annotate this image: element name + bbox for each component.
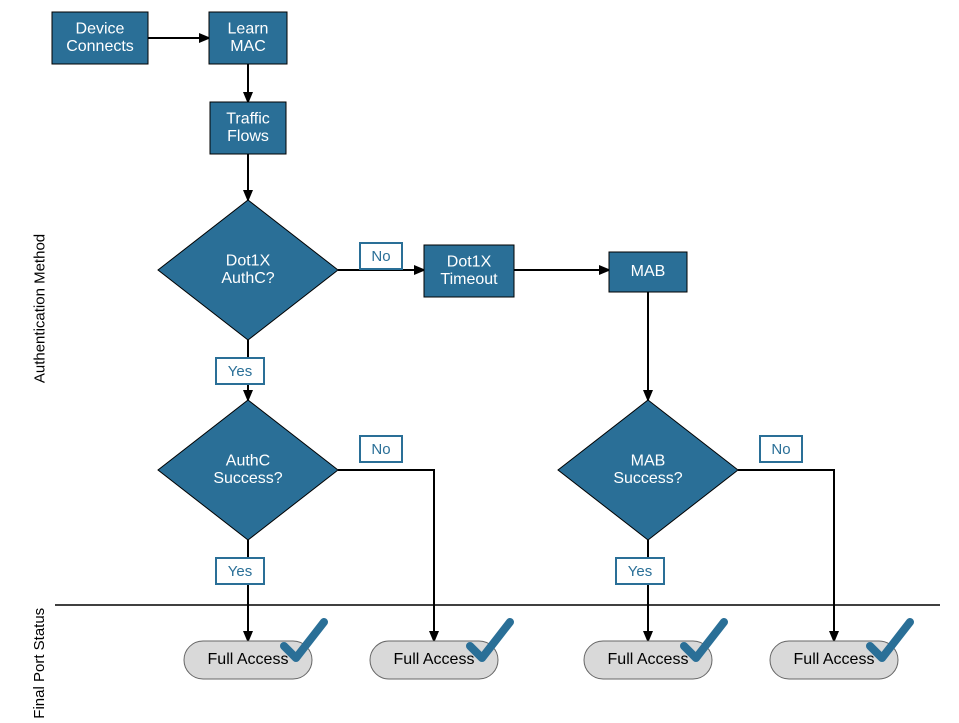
label-yes1: Yes: [216, 358, 264, 384]
node-text-authc-1: Success?: [213, 470, 282, 487]
label-yes2: Yes: [216, 558, 264, 584]
node-text-fa3-0: Full Access: [608, 651, 689, 668]
node-text-fa2-0: Full Access: [394, 651, 475, 668]
check-icon: [284, 622, 324, 658]
label-text-yes2: Yes: [228, 563, 252, 580]
node-text-mabs-1: Success?: [613, 470, 682, 487]
node-learnmac: LearnMAC: [209, 12, 287, 64]
node-text-authc-0: AuthC: [226, 452, 270, 469]
label-yes3: Yes: [616, 558, 664, 584]
node-text-fa1-0: Full Access: [208, 651, 289, 668]
label-no1: No: [360, 243, 402, 269]
label-text-yes1: Yes: [228, 363, 252, 380]
check-icon: [470, 622, 510, 658]
node-text-timeout-1: Timeout: [440, 271, 498, 288]
label-text-no1: No: [371, 248, 390, 265]
node-text-traffic-0: Traffic: [226, 110, 270, 127]
node-text-learnmac-1: MAC: [230, 38, 266, 55]
label-no3: No: [760, 436, 802, 462]
node-dot1x: Dot1XAuthC?: [158, 200, 338, 340]
label-no2: No: [360, 436, 402, 462]
label-text-no3: No: [771, 441, 790, 458]
edge-e_authc_no_fa2: [338, 470, 434, 641]
node-text-device-0: Device: [76, 20, 125, 37]
flowchart-canvas: Authentication Method Final Port Status …: [0, 0, 959, 713]
check-icon: [870, 622, 910, 658]
node-timeout: Dot1XTimeout: [424, 245, 514, 297]
node-text-fa4-0: Full Access: [794, 651, 875, 668]
node-text-mabs-0: MAB: [631, 452, 666, 469]
flowchart-svg: DeviceConnectsLearnMACTrafficFlowsDot1XA…: [0, 0, 959, 713]
label-text-no2: No: [371, 441, 390, 458]
edge-e_mabs_no_fa4: [738, 470, 834, 641]
node-text-traffic-1: Flows: [227, 128, 269, 145]
node-mab: MAB: [609, 252, 687, 292]
node-text-learnmac-0: Learn: [228, 20, 269, 37]
node-authc: AuthCSuccess?: [158, 400, 338, 540]
node-text-dot1x-1: AuthC?: [221, 270, 274, 287]
node-mabs: MABSuccess?: [558, 400, 738, 540]
node-text-dot1x-0: Dot1X: [226, 252, 271, 269]
label-text-yes3: Yes: [628, 563, 652, 580]
node-traffic: TrafficFlows: [210, 102, 286, 154]
check-icon: [684, 622, 724, 658]
node-device: DeviceConnects: [52, 12, 148, 64]
node-text-timeout-0: Dot1X: [447, 253, 492, 270]
node-text-device-1: Connects: [66, 38, 134, 55]
node-text-mab-0: MAB: [631, 263, 666, 280]
